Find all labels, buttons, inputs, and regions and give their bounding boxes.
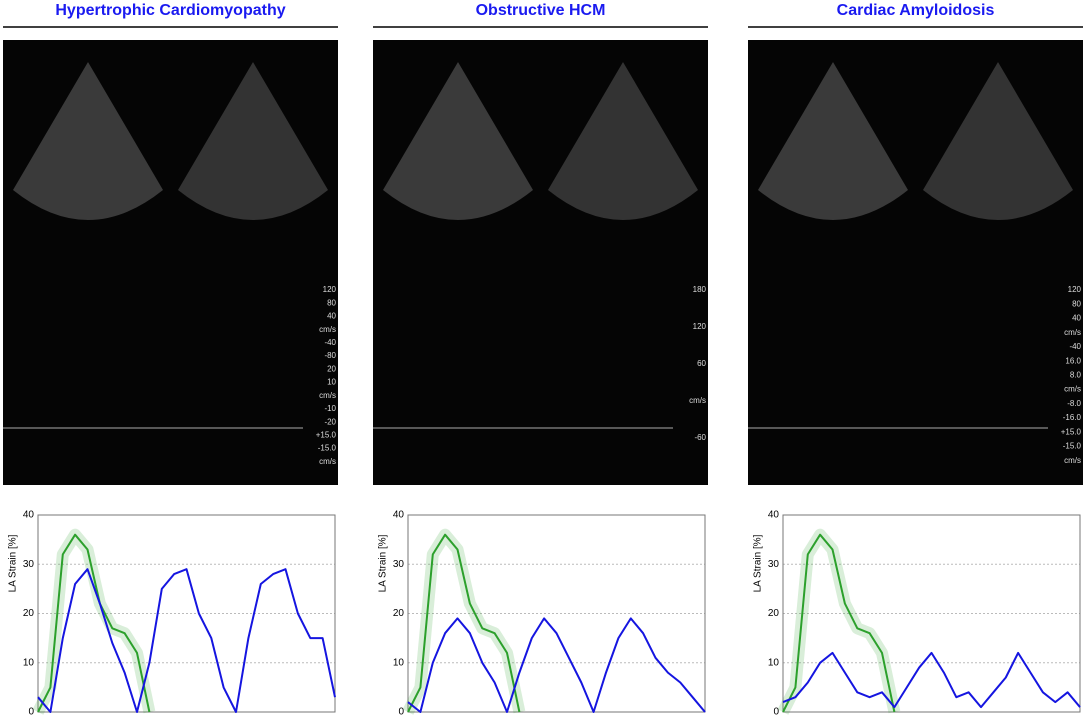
scale-label: cm/s <box>689 396 706 405</box>
y-tick-label: 40 <box>768 510 780 521</box>
scale-label: -16.0 <box>1063 413 1082 422</box>
scale-label: 40 <box>327 312 336 321</box>
echo-sector <box>923 62 1073 220</box>
echo-sector <box>383 62 533 220</box>
scale-label: 60 <box>697 359 706 368</box>
echo-image <box>3 40 338 485</box>
strain-line <box>37 568 336 713</box>
y-tick-label: 30 <box>768 559 780 570</box>
echo-image <box>748 40 1083 485</box>
y-tick-label: 40 <box>393 510 405 521</box>
scale-label: +15.0 <box>1061 427 1082 436</box>
y-tick-label: 20 <box>393 608 405 619</box>
strain-line <box>782 533 896 713</box>
y-tick-label: 0 <box>773 707 779 718</box>
y-tick-label: 30 <box>23 559 35 570</box>
y-tick-label: 40 <box>23 510 35 521</box>
scale-label: 180 <box>693 285 707 294</box>
echo-image <box>373 40 708 485</box>
scale-label: -40 <box>324 338 336 347</box>
scale-label: 80 <box>1072 299 1081 308</box>
plot-frame <box>407 514 706 713</box>
scale-label: +15.0 <box>316 430 337 439</box>
plot-frame <box>37 514 336 713</box>
scale-label: -15.0 <box>318 444 337 453</box>
y-tick-label: 20 <box>768 608 780 619</box>
strain-line <box>782 651 1081 709</box>
scale-label: 120 <box>693 322 707 331</box>
strain-line <box>407 617 706 713</box>
scale-label: cm/s <box>319 325 336 334</box>
strain-line <box>37 533 151 713</box>
echo-sector <box>13 62 163 220</box>
scale-label: 8.0 <box>1070 370 1082 379</box>
scale-label: 120 <box>323 285 337 294</box>
panel-title: Cardiac Amyloidosis <box>837 2 995 19</box>
scale-label: 20 <box>327 364 336 373</box>
y-axis-label: LA Strain [%] <box>8 534 19 592</box>
scale-label: -40 <box>1069 342 1081 351</box>
scale-label: -60 <box>694 433 706 442</box>
scale-label: -80 <box>324 351 336 360</box>
scale-label: cm/s <box>1064 456 1081 465</box>
y-tick-label: 10 <box>768 657 780 668</box>
scale-label: -20 <box>324 417 336 426</box>
scale-label: 40 <box>1072 314 1081 323</box>
scale-label: cm/s <box>1064 328 1081 337</box>
scale-label: 16.0 <box>1065 356 1081 365</box>
echo-sector <box>758 62 908 220</box>
y-tick-label: 0 <box>28 707 34 718</box>
echo-sector <box>178 62 328 220</box>
echo-sector <box>548 62 698 220</box>
y-tick-label: 10 <box>23 657 35 668</box>
scale-label: 120 <box>1068 285 1082 294</box>
panel-title: Hypertrophic Cardiomyopathy <box>55 2 285 19</box>
reference-band <box>777 528 901 715</box>
plot-frame <box>782 514 1081 713</box>
scale-label: -15.0 <box>1063 442 1082 451</box>
y-tick-label: 0 <box>398 707 404 718</box>
y-axis-label: LA Strain [%] <box>378 534 389 592</box>
reference-band <box>402 528 526 715</box>
scale-label: cm/s <box>1064 385 1081 394</box>
scale-label: cm/s <box>319 391 336 400</box>
panel-title: Obstructive HCM <box>476 2 606 19</box>
scale-label: -10 <box>324 404 336 413</box>
scale-label: -8.0 <box>1067 399 1081 408</box>
scale-label: 10 <box>327 378 336 387</box>
y-tick-label: 10 <box>393 657 405 668</box>
y-tick-label: 20 <box>23 608 35 619</box>
scale-label: cm/s <box>319 457 336 466</box>
y-tick-label: 30 <box>393 559 405 570</box>
scale-label: 80 <box>327 298 336 307</box>
strain-line <box>407 533 521 713</box>
y-axis-label: LA Strain [%] <box>753 534 764 592</box>
